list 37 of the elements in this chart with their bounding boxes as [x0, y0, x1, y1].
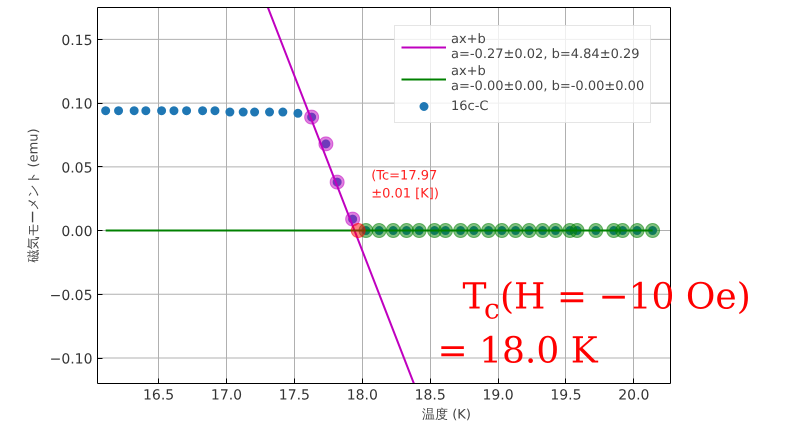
point: [198, 106, 208, 116]
point: [130, 106, 139, 116]
y-axis-title: 磁気モーメント (emu): [26, 128, 42, 264]
x-tick-label: 18.0: [346, 388, 378, 404]
point: [141, 106, 150, 116]
annotation: (Tc=17.97 ±0.01 [K]): [371, 168, 439, 202]
point: [114, 106, 124, 116]
point: [238, 108, 248, 117]
point: [210, 106, 220, 116]
point: [225, 108, 234, 117]
point: [182, 106, 192, 116]
y-tick-label: 0.05: [61, 160, 92, 176]
y-tick-label: 0.00: [61, 224, 92, 240]
x-tick-label: 17.0: [210, 388, 242, 404]
x-tick-label: 18.5: [414, 388, 446, 404]
point: [645, 223, 660, 238]
point: [278, 108, 288, 117]
y-tick-label: −0.05: [50, 288, 93, 304]
point: [265, 108, 274, 117]
legend-label: ax+b a=-0.00±0.00, b=-0.00±0.00: [451, 64, 644, 94]
point: [293, 108, 302, 118]
x-tick-label: 20.0: [618, 388, 650, 404]
legend-label: 16c-C: [451, 98, 488, 114]
point: [350, 223, 366, 238]
x-tick-label: 19.0: [482, 388, 514, 404]
y-tick-label: −0.10: [50, 352, 93, 368]
point: [169, 106, 178, 116]
x-tick-label: 16.5: [143, 388, 174, 404]
x-tick-label: 19.5: [550, 388, 582, 404]
x-tick-label: 17.5: [278, 388, 310, 404]
point: [250, 108, 260, 117]
point: [157, 106, 166, 116]
y-tick-label: 0.15: [61, 32, 92, 49]
point: [318, 136, 334, 152]
point: [101, 106, 110, 116]
x-axis-title: 温度 (K): [422, 406, 471, 422]
y-tick-label: 0.10: [61, 96, 92, 113]
